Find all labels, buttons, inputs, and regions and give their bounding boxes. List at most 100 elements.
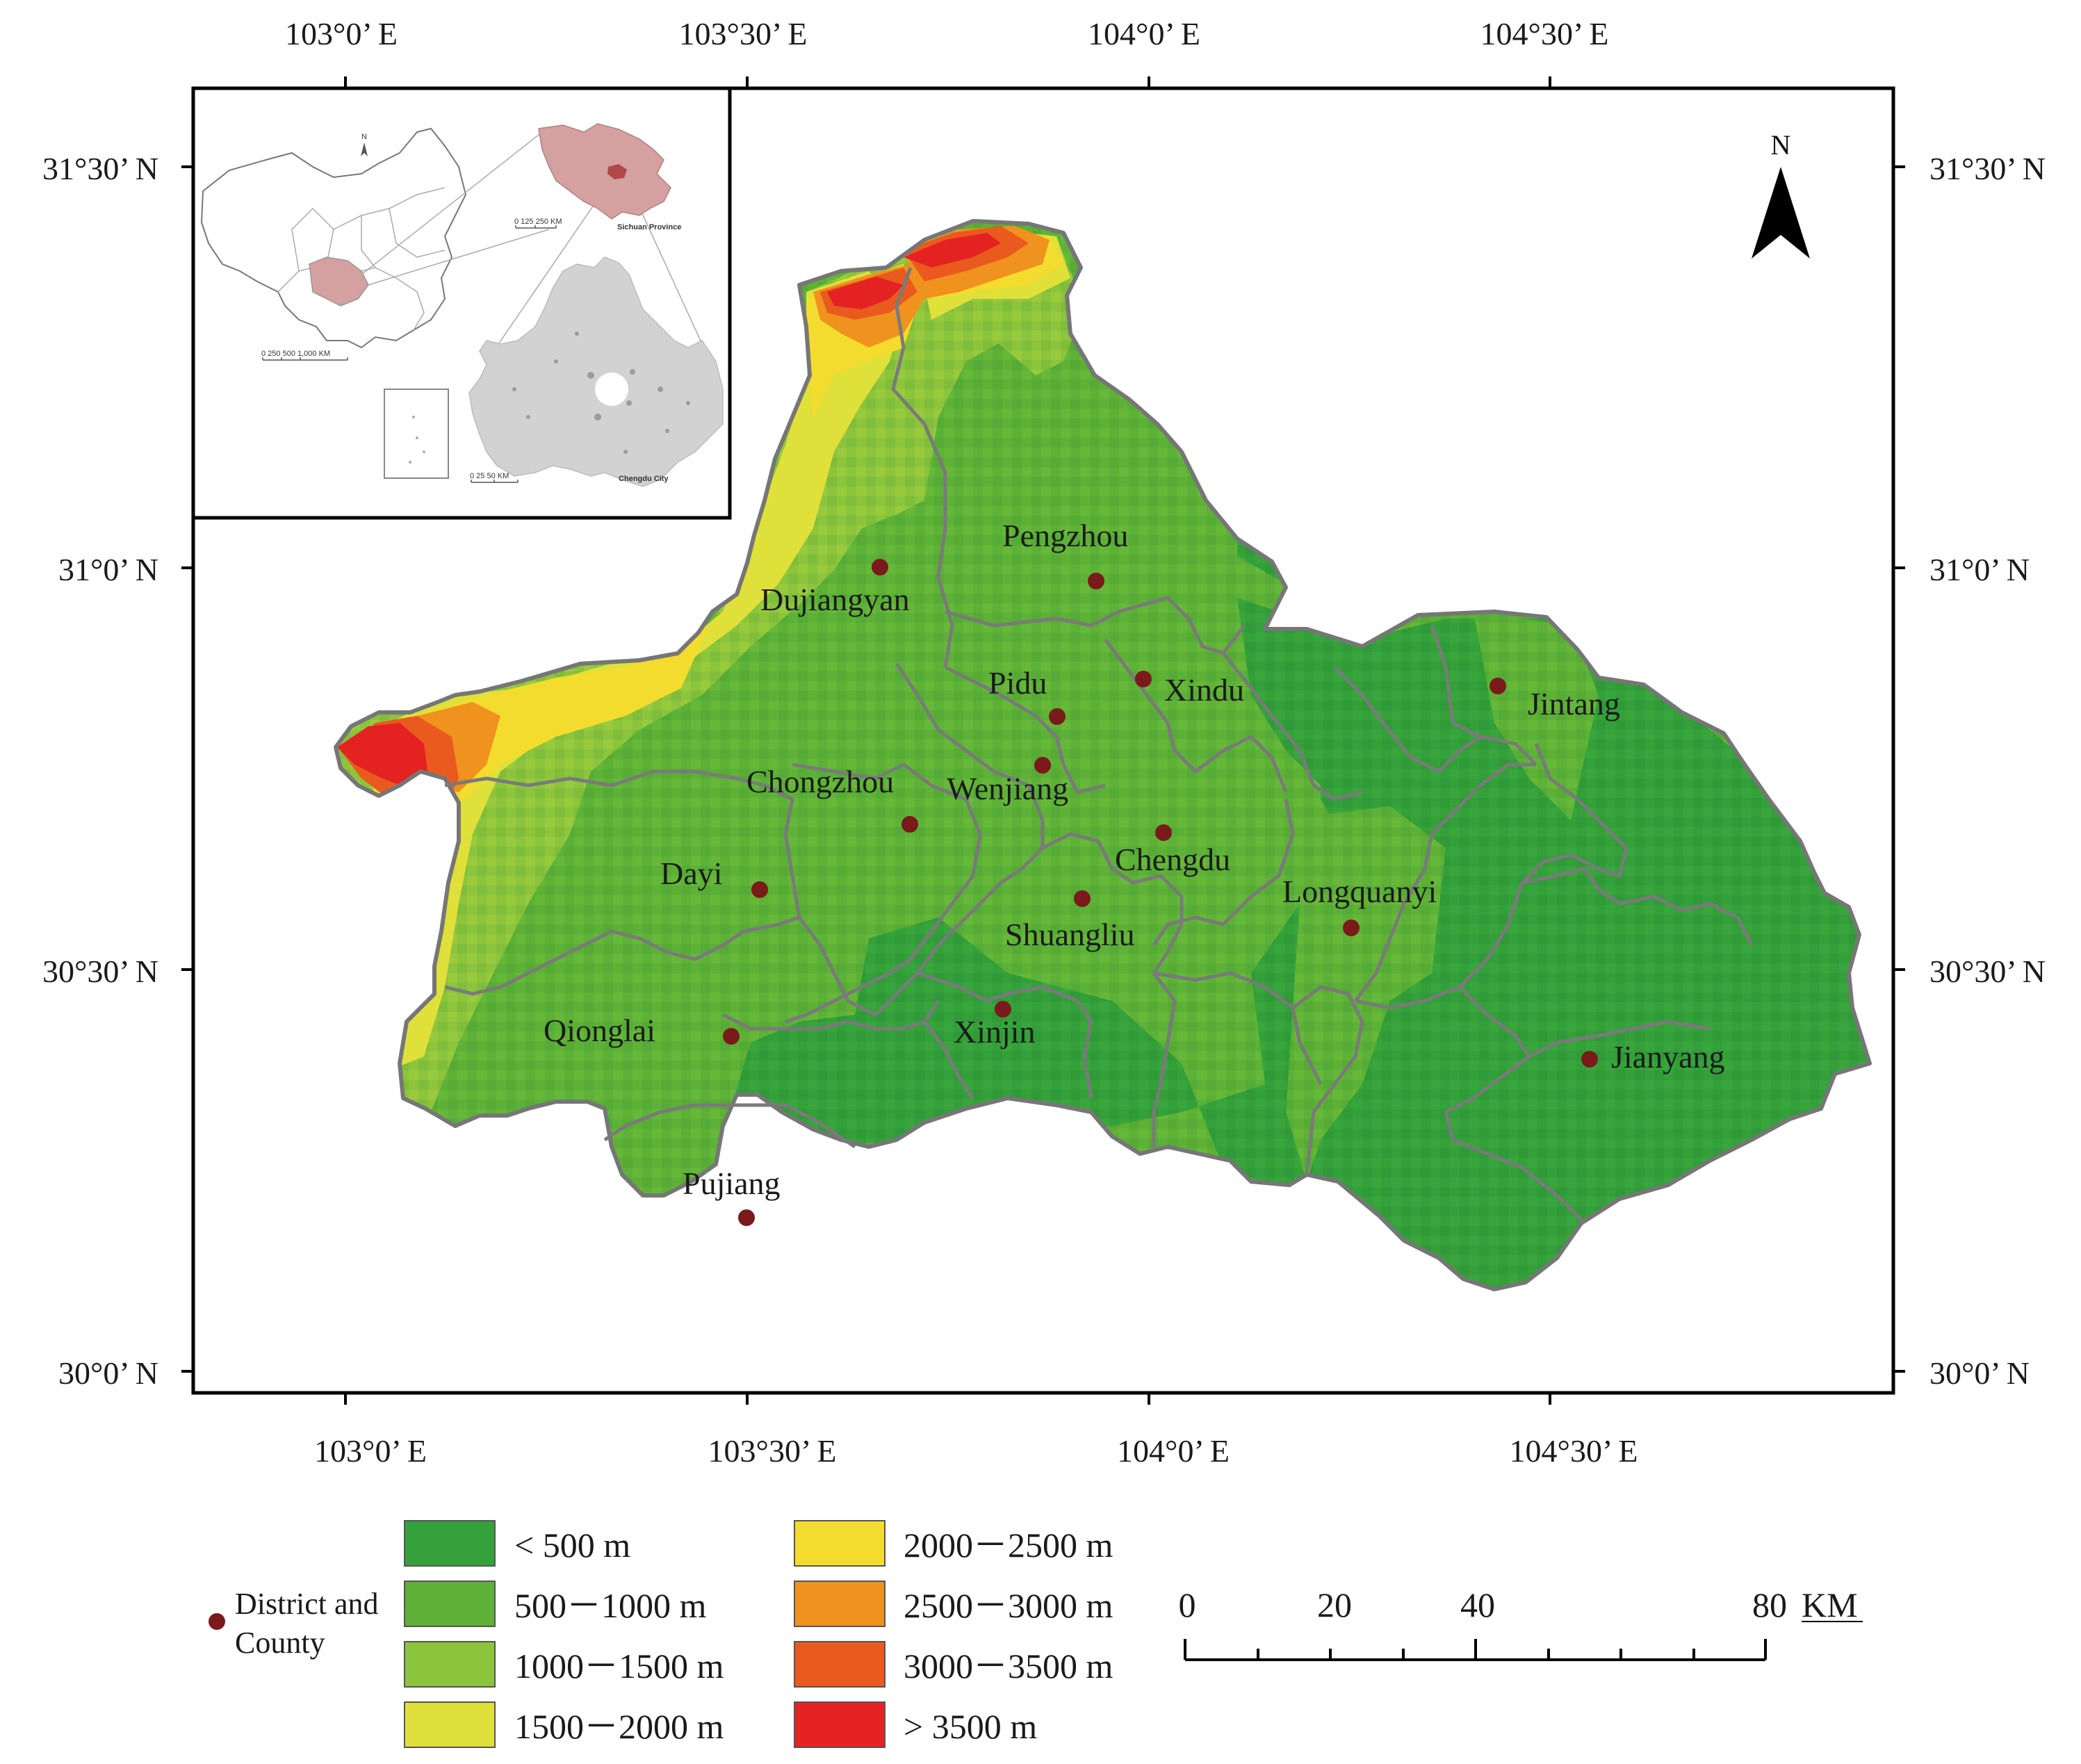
svg-text:1000－1500 m: 1000－1500 m [514, 1647, 724, 1685]
china-outline [200, 127, 467, 349]
legend-class-1: 500－1000 m [404, 1581, 706, 1627]
svg-text:31°0’ N: 31°0’ N [58, 552, 158, 587]
district-point[interactable] [901, 816, 918, 833]
svg-text:2500－3000 m: 2500－3000 m [904, 1586, 1113, 1625]
district-point[interactable] [1490, 678, 1506, 694]
scale-label-40: 40 [1460, 1585, 1495, 1624]
district-label-longquanyi: Longquanyi [1282, 874, 1437, 909]
svg-text:< 500 m: < 500 m [514, 1526, 630, 1565]
district-label-chongzhou: Chongzhou [746, 764, 894, 799]
district-label-chengdu: Chengdu [1115, 842, 1230, 877]
legend-class-6: 3000－3500 m [794, 1641, 1113, 1688]
legend-class-5: 2500－3000 m [794, 1581, 1113, 1627]
district-point[interactable] [1135, 671, 1152, 687]
district-point[interactable] [1581, 1051, 1598, 1068]
district-point[interactable] [995, 1001, 1011, 1018]
chengdu-city [468, 256, 724, 487]
legend-class-4: 2000－2500 m [794, 1520, 1113, 1567]
longitude-labels-bottom: 103°0’ E 103°30’ E 104°0’ E 104°30’ E [314, 1433, 1638, 1469]
legend-class-3: 1500－2000 m [404, 1701, 724, 1748]
legend: District and County < 500 m 500－1000 m 1… [209, 1520, 1113, 1748]
district-label-jianyang: Jianyang [1611, 1039, 1725, 1075]
legend-point-label-line2: County [235, 1626, 325, 1660]
svg-text:104°30’ E: 104°30’ E [1480, 16, 1609, 51]
chengdu-city-label: Chengdu City [619, 475, 669, 483]
district-point[interactable] [738, 1209, 755, 1226]
svg-text:3000－3500 m: 3000－3500 m [904, 1647, 1113, 1685]
svg-text:0 25 50 KM: 0 25 50 KM [470, 472, 509, 480]
svg-text:0 125 250 KM: 0 125 250 KM [514, 218, 562, 226]
scale-label-20: 20 [1317, 1585, 1352, 1624]
scale-label-80: 80 [1752, 1585, 1787, 1624]
south-china-sea-box [384, 389, 449, 479]
svg-text:2000－2500 m: 2000－2500 m [904, 1526, 1113, 1565]
svg-text:500－1000 m: 500－1000 m [514, 1586, 706, 1625]
legend-point-label-line1: District and [235, 1587, 379, 1621]
district-point[interactable] [1034, 757, 1051, 774]
svg-text:103°30’ E: 103°30’ E [708, 1433, 837, 1469]
district-point[interactable] [1155, 824, 1172, 841]
sichuan-scale-bar: 0 125 250 KM [514, 218, 562, 229]
svg-text:103°0’ E: 103°0’ E [314, 1433, 427, 1469]
district-label-dujiangyan: Dujiangyan [760, 582, 910, 617]
svg-text:103°30’ E: 103°30’ E [679, 16, 808, 51]
district-point[interactable] [723, 1028, 740, 1045]
legend-class-7: > 3500 m [794, 1701, 1037, 1748]
chengdu-in-sichuan [607, 164, 627, 179]
district-label-qionglai: Qionglai [544, 1013, 655, 1048]
locator-inset: N 0 250 500 1,000 KM Sichuan Province 0 … [191, 86, 732, 520]
chengdu-outer-boundary [334, 219, 1872, 1291]
north-arrow-icon: N [1752, 129, 1810, 259]
district-label-pidu: Pidu [988, 665, 1047, 701]
scale-bar: 0 20 40 80 KM [1179, 1585, 1863, 1661]
sichuan-in-china [309, 256, 369, 307]
svg-text:104°0’ E: 104°0’ E [1088, 16, 1200, 51]
district-point[interactable] [872, 559, 888, 575]
district-point[interactable] [751, 881, 768, 898]
district-labels: Pengzhou Dujiangyan Pidu Xindu Jintang C… [544, 518, 1725, 1201]
district-label-pengzhou: Pengzhou [1002, 518, 1128, 553]
china-north-label: N [361, 133, 367, 141]
svg-text:0 250 500 1,000 KM: 0 250 500 1,000 KM [261, 350, 330, 358]
china-scale-bar: 0 250 500 1,000 KM [261, 350, 348, 361]
svg-text:103°0’ E: 103°0’ E [285, 16, 398, 51]
district-point[interactable] [1088, 573, 1104, 589]
svg-text:30°0’ N: 30°0’ N [1929, 1355, 2030, 1391]
latitude-labels-left: 31°30’ N 31°0’ N 30°30’ N 30°0’ N [42, 151, 158, 1391]
legend-class-0: < 500 m [404, 1520, 630, 1567]
district-label-jintang: Jintang [1528, 686, 1620, 721]
district-label-dayi: Dayi [660, 856, 722, 891]
chengdu-scale-bar: 0 25 50 KM [470, 472, 519, 483]
legend-class-2: 1000－1500 m [404, 1641, 724, 1688]
district-points [723, 559, 1598, 1226]
svg-text:> 3500 m: > 3500 m [904, 1707, 1037, 1746]
svg-text:31°0’ N: 31°0’ N [1929, 552, 2030, 587]
district-label-shuangliu: Shuangliu [1005, 917, 1135, 952]
district-label-wenjiang: Wenjiang [947, 771, 1068, 806]
sichuan-province [538, 123, 671, 220]
svg-text:31°30’ N: 31°30’ N [42, 151, 158, 186]
svg-text:104°30’ E: 104°30’ E [1510, 1433, 1638, 1469]
scale-label-0: 0 [1179, 1585, 1196, 1624]
district-point[interactable] [1074, 890, 1091, 907]
north-arrow-label: N [1771, 129, 1791, 161]
scale-unit: KM [1802, 1585, 1858, 1624]
svg-text:1500－2000 m: 1500－2000 m [514, 1707, 724, 1746]
latitude-labels-right: 31°30’ N 31°0’ N 30°30’ N 30°0’ N [1929, 151, 2046, 1391]
legend-point-symbol [209, 1613, 225, 1630]
svg-text:30°30’ N: 30°30’ N [1929, 954, 2046, 989]
district-point[interactable] [1343, 920, 1360, 936]
district-label-xindu: Xindu [1164, 672, 1244, 708]
longitude-labels-top: 103°0’ E 103°30’ E 104°0’ E 104°30’ E [285, 16, 1608, 51]
district-label-pujiang: Pujiang [683, 1166, 781, 1201]
svg-text:30°0’ N: 30°0’ N [58, 1355, 158, 1391]
district-point[interactable] [1049, 708, 1066, 725]
coordinate-ticks [181, 76, 1905, 1405]
svg-text:30°30’ N: 30°30’ N [42, 954, 158, 989]
district-label-xinjin: Xinjin [954, 1014, 1036, 1050]
district-boundaries [444, 267, 1754, 1225]
sichuan-province-label: Sichuan Province [617, 223, 681, 231]
svg-text:104°0’ E: 104°0’ E [1117, 1433, 1230, 1469]
svg-text:31°30’ N: 31°30’ N [1929, 151, 2046, 186]
